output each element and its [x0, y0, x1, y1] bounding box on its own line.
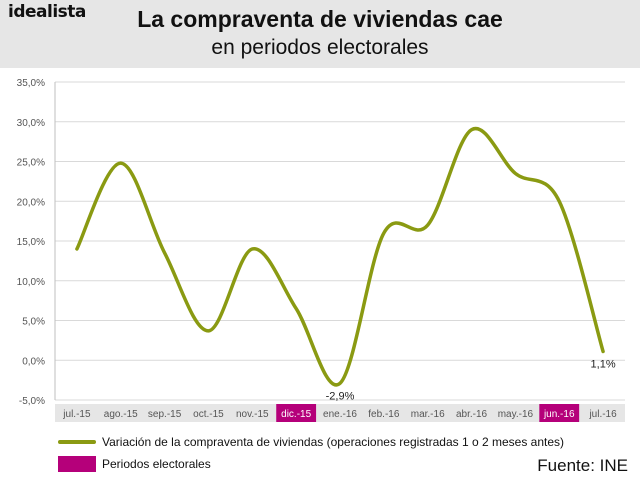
legend-line-swatch [58, 440, 96, 444]
x-tick-label: jul.-16 [588, 409, 617, 420]
line-chart: 35,0% 30,0% 25,0% 20,0% 15,0% 10,0% 5,0% 0,0% -5… [17, 78, 625, 422]
y-tick-label: 30,0% [17, 118, 45, 129]
source-note: Fuente: INE [537, 456, 628, 475]
y-tick-label: 20,0% [17, 197, 45, 208]
x-tick-label: oct.-15 [193, 409, 224, 420]
legend-item-series: Variación de la compraventa de viviendas… [58, 432, 564, 452]
logo: idealista [8, 2, 86, 22]
legend-series-label: Variación de la compraventa de viviendas… [102, 435, 565, 449]
y-tick-label: 25,0% [17, 158, 45, 169]
x-tick-label: abr.-16 [456, 409, 488, 420]
x-tick-label: jul.-15 [62, 409, 91, 420]
y-tick-label: 35,0% [17, 78, 45, 89]
y-tick-label: 15,0% [17, 237, 45, 248]
electoral-period-marker [539, 404, 580, 422]
chart-title: La compraventa de viviendas cae [137, 6, 503, 32]
legend: Variación de la compraventa de viviendas… [58, 432, 564, 476]
y-tick-label: 5,0% [22, 317, 45, 328]
y-tick-label: 10,0% [17, 277, 45, 288]
x-tick-label: jun.-16 [543, 409, 575, 420]
series-line [75, 126, 605, 387]
legend-electoral-label: Periodos electorales [102, 457, 211, 471]
legend-box-swatch [58, 456, 96, 472]
chart-header: idealista La compraventa de viviendas ca… [0, 0, 640, 68]
y-tick-label: -5,0% [19, 396, 45, 407]
electoral-period-marker [276, 404, 317, 422]
legend-item-electoral: Periodos electorales [58, 454, 564, 474]
x-tick-label: feb.-16 [368, 409, 400, 420]
x-tick-label: sep.-15 [148, 409, 182, 420]
x-tick-label: may.-16 [498, 409, 534, 420]
category-band [55, 404, 625, 422]
chart-subtitle: en periodos electorales [211, 36, 429, 59]
data-label: 1,1% [591, 359, 616, 371]
x-tick-label: ago.-15 [104, 409, 138, 420]
y-tick-label: 0,0% [22, 356, 45, 367]
x-tick-label: ene.-16 [323, 409, 357, 420]
x-tick-label: dic.-15 [281, 409, 311, 420]
x-tick-label: mar.-16 [411, 409, 445, 420]
data-label: -2,9% [326, 390, 355, 402]
x-tick-label: nov.-15 [236, 409, 269, 420]
